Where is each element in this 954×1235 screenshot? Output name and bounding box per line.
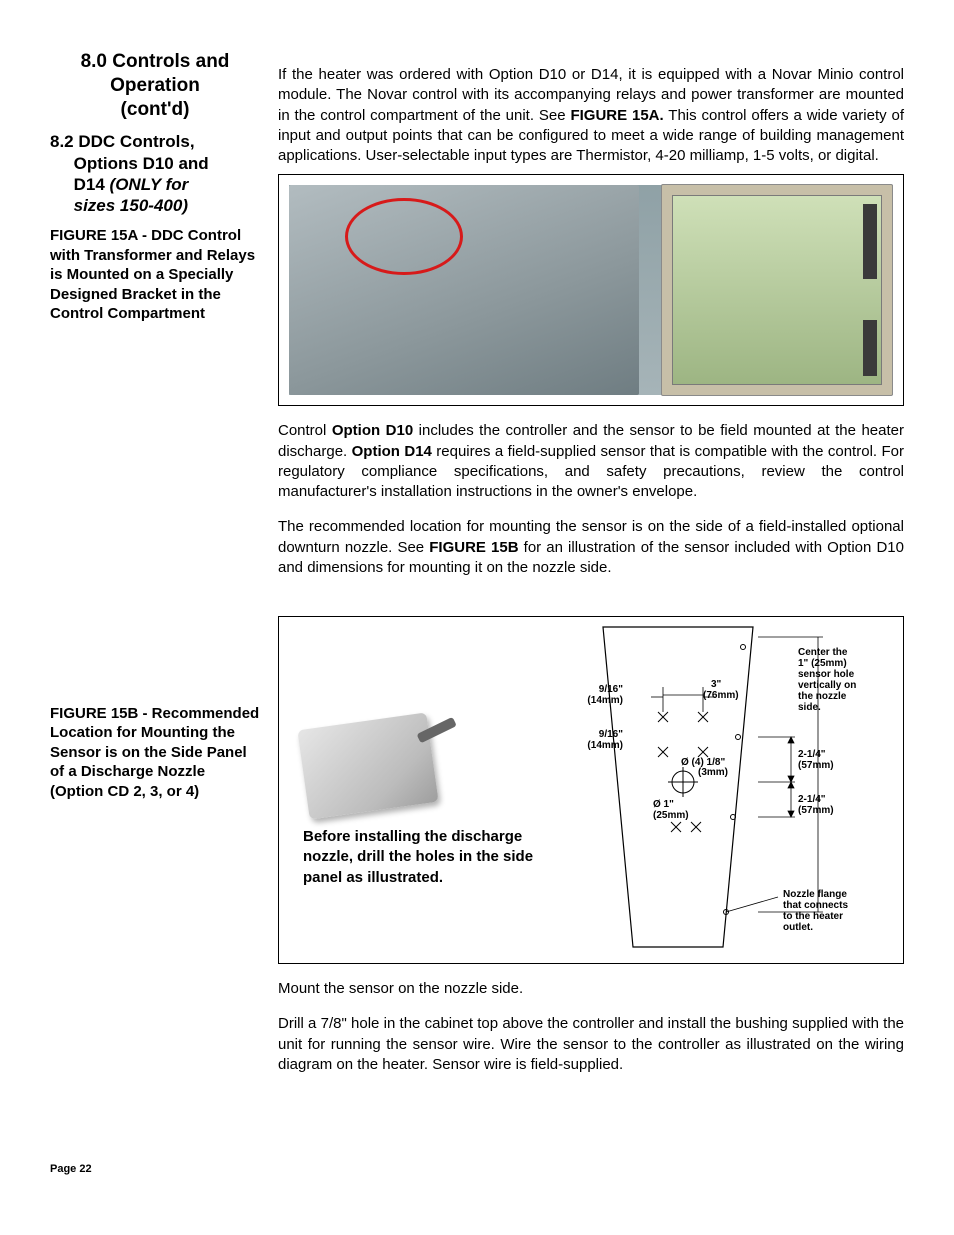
subsection-l3a: D14 (74, 175, 110, 194)
dim-2-14-b: 2-1/4" (798, 794, 826, 805)
dim-phi1: Ø 1" (653, 799, 674, 810)
nozzle-diagram: 9/16" (14mm) 3" (76mm) 9/16" (14mm) Ø (4… (563, 617, 903, 965)
dim-9-16-b: 9/16" (599, 729, 623, 740)
dim-9-16-a: 9/16" (599, 684, 623, 695)
subsection-l2: Options D10 and (74, 154, 209, 173)
figure-15b-box: Before installing the discharge nozzle, … (278, 616, 904, 964)
figure-15a-box (278, 174, 904, 406)
dim-57mm-b: (57mm) (798, 805, 834, 816)
para3-b: FIGURE 15B (429, 539, 518, 556)
section-title-l1: 8.0 Controls and (81, 51, 230, 72)
section-title: 8.0 Controls and Operation (cont'd) (50, 50, 260, 121)
para-5: Drill a 7/8" hole in the cabinet top abo… (278, 1014, 904, 1075)
figure-15a-image (289, 185, 893, 395)
subsection-title: 8.2 DDC Controls, Options D10 and D14 (O… (50, 131, 260, 216)
flange-note: Nozzle flange that connects to the heate… (783, 889, 851, 933)
subsection-l3b: (ONLY for (110, 175, 189, 194)
photo-right (661, 184, 893, 396)
dim-57mm-a: (57mm) (798, 760, 834, 771)
section-title-l3: (cont'd) (121, 99, 190, 120)
page-number: Page 22 (50, 1163, 904, 1175)
para-1: If the heater was ordered with Option D1… (278, 65, 904, 166)
dim-14mm-a: (14mm) (587, 695, 623, 706)
photo-left (289, 185, 639, 395)
dim-3mm: (3mm) (698, 767, 728, 778)
sensor-photo (297, 712, 438, 819)
dim-76mm: (76mm) (703, 690, 739, 701)
para2-a: Control (278, 422, 332, 439)
para1-b: FIGURE 15A. (570, 107, 663, 124)
dim-14mm-b: (14mm) (587, 740, 623, 751)
para2-d: Option D14 (352, 443, 432, 460)
dim-2-14-a: 2-1/4" (798, 749, 826, 760)
subsection-l4: sizes 150-400) (74, 196, 188, 215)
section-title-l2: Operation (110, 75, 200, 96)
subsection-l1: DDC Controls, (78, 132, 194, 151)
figure-15b-caption: FIGURE 15B - Recommended Location for Mo… (50, 704, 260, 802)
para2-b: Option D10 (332, 422, 413, 439)
drill-note: Before installing the discharge nozzle, … (303, 827, 538, 888)
center-note: Center the 1" (25mm) sensor hole vertica… (798, 647, 859, 713)
dim-25mm: (25mm) (653, 810, 689, 821)
red-ellipse (345, 198, 463, 275)
pcb (672, 195, 882, 385)
figure-15a-caption: FIGURE 15A - DDC Control with Transforme… (50, 226, 260, 324)
para-2: Control Option D10 includes the controll… (278, 421, 904, 502)
para-3: The recommended location for mounting th… (278, 517, 904, 578)
subsection-num: 8.2 (50, 132, 74, 151)
para-4: Mount the sensor on the nozzle side. (278, 979, 904, 999)
dim-3in: 3" (711, 679, 722, 690)
